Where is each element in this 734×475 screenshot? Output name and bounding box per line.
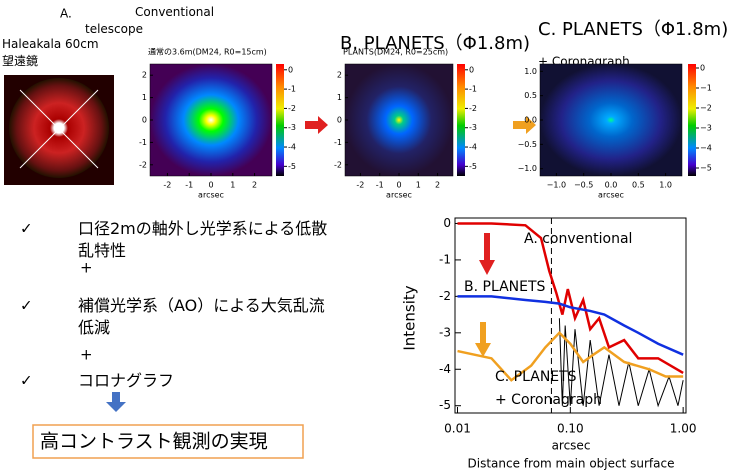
y-tick-label: 0 (443, 216, 451, 230)
x-tick-label: −1.0 (547, 181, 566, 190)
c-label: C. PLANETS（Φ1.8m) (538, 19, 728, 40)
y-tick-label: -2 (439, 289, 451, 303)
bullet-box: 補償光学系（AO）による大気乱流低減 (78, 295, 358, 343)
colorbar-label: −2 (700, 104, 712, 113)
x-tick-label: 1.00 (670, 422, 697, 436)
colorbar-label: -4 (469, 143, 477, 152)
panel-title: PLANTS(DM24, R0=25cm) (343, 48, 448, 57)
y-tick-label: 2 (337, 71, 342, 80)
x-axis-label: arcsec (598, 191, 624, 200)
x-tick-label: -1 (376, 181, 384, 190)
haleakala-box: Haleakala 60cm望遠鏡 (2, 36, 102, 76)
annotation: C. PLANETS (495, 369, 577, 385)
x-tick-label: 2 (435, 181, 440, 190)
y-tick-label: -5 (439, 398, 451, 412)
annotation: + Coronagraph (495, 392, 602, 408)
colorbar (688, 64, 696, 176)
y-tick-label: 0 (142, 116, 147, 125)
colorbar-label: −4 (700, 144, 712, 153)
y-tick-label: 0.5 (524, 91, 537, 100)
colorbar-label: 0 (469, 65, 474, 74)
bullet-box: 口径2mの軸外し光学系による低散乱特性 (78, 218, 358, 266)
x-tick-label: 2 (252, 181, 257, 190)
x-tick-label: −0.5 (574, 181, 593, 190)
colorbar-label: -2 (469, 104, 477, 113)
slide: A. Conventional telescope Haleakala 60cm… (0, 0, 734, 475)
x-tick-label: 0.0 (605, 181, 618, 190)
y-tick-label: -1 (139, 138, 147, 147)
bullet-text: コロナグラフ (78, 370, 328, 392)
panel-title: 通常の3.6m(DM24, R0=15cm) (148, 47, 267, 57)
arrow (479, 233, 495, 275)
colorbar-label: −5 (700, 164, 712, 173)
colorbar (276, 64, 284, 176)
x-tick-label: -2 (356, 181, 364, 190)
bullet-box: コロナグラフ (78, 370, 358, 418)
arrow (475, 322, 491, 357)
colorbar-label: 0 (700, 64, 705, 73)
colorbar-label: -3 (288, 123, 296, 132)
x-axis-label-2: Distance from main object surface (468, 457, 675, 471)
y-tick-label: -2 (139, 160, 147, 169)
y-tick-label: 0 (337, 116, 342, 125)
colorbar-label: −1 (700, 84, 712, 93)
x-tick-label: 0.5 (632, 181, 645, 190)
y-tick-label: -3 (439, 325, 451, 339)
series-line (458, 296, 684, 354)
bullet-text: 補償光学系（AO）による大気乱流低減 (78, 295, 328, 339)
colorbar-label: 0 (288, 65, 293, 74)
colorbar-label: -5 (469, 162, 477, 171)
plus: + (80, 259, 93, 277)
y-tick-label: -1 (439, 252, 451, 266)
y-tick-label: 1.0 (524, 67, 537, 76)
bullet-mark: ✓ (20, 372, 33, 390)
panel-image (345, 64, 453, 176)
x-tick-label: 0.01 (444, 422, 471, 436)
y-tick-label: -1 (334, 138, 342, 147)
colorbar-label: -3 (469, 123, 477, 132)
bullet-mark: ✓ (20, 297, 33, 315)
y-tick-label: 0.0 (524, 116, 537, 125)
a-title: Conventional telescope (85, 4, 225, 38)
colorbar-label: -2 (288, 104, 296, 113)
arrow (305, 116, 328, 134)
x-tick-label: 1 (416, 181, 421, 190)
a-title-box: Conventional telescope (85, 4, 225, 44)
x-axis-label: arcsec (386, 191, 412, 200)
y-tick-label: −0.5 (518, 140, 537, 149)
y-tick-label: 1 (337, 93, 342, 102)
x-axis-label: arcsec (198, 191, 224, 200)
panel-image (150, 64, 272, 176)
colorbar-label: -4 (288, 143, 296, 152)
conclusion: 高コントラスト観測の実現 (40, 431, 268, 453)
colorbar-label: -5 (288, 162, 296, 171)
x-tick-label: -1 (185, 181, 193, 190)
bullet-text: 口径2mの軸外し光学系による低散乱特性 (78, 218, 328, 262)
colorbar (457, 64, 465, 176)
y-tick-label: -4 (439, 362, 451, 376)
y-tick-label: 2 (142, 71, 147, 80)
annotation: A. conventional (524, 231, 632, 247)
x-tick-label: 1.0 (659, 181, 672, 190)
panel-image (540, 64, 682, 176)
haleakala-disk (9, 78, 109, 178)
x-tick-label: 1 (230, 181, 235, 190)
colorbar-label: -1 (469, 85, 477, 94)
bullet-mark: ✓ (20, 220, 33, 238)
x-axis-label: arcsec (552, 439, 591, 453)
plus: + (80, 346, 93, 364)
x-tick-label: 0 (208, 181, 213, 190)
colorbar-label: -1 (288, 85, 296, 94)
a-label: A. (60, 7, 72, 21)
y-tick-label: -2 (334, 160, 342, 169)
y-tick-label: −1.0 (518, 164, 537, 173)
x-tick-label: 0 (396, 181, 401, 190)
haleakala: Haleakala 60cm望遠鏡 (2, 36, 102, 70)
annotation: B. PLANETS (464, 279, 546, 295)
y-axis-label: Intensity (401, 285, 419, 350)
y-tick-label: 1 (142, 93, 147, 102)
x-tick-label: 0.10 (557, 422, 584, 436)
x-tick-label: -2 (163, 181, 171, 190)
colorbar-label: −3 (700, 124, 712, 133)
